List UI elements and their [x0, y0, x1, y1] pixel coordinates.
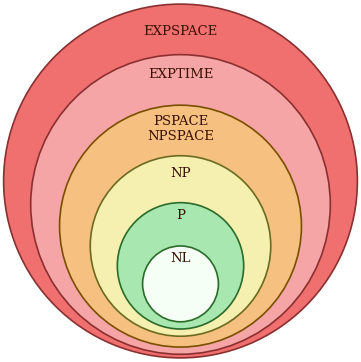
- Circle shape: [4, 4, 357, 358]
- Circle shape: [31, 55, 330, 354]
- Text: EXPTIME: EXPTIME: [148, 68, 213, 81]
- Text: PSPACE
NPSPACE: PSPACE NPSPACE: [147, 115, 214, 143]
- Circle shape: [60, 105, 301, 347]
- Circle shape: [90, 156, 271, 336]
- Text: NL: NL: [170, 252, 191, 265]
- Circle shape: [143, 246, 218, 322]
- Text: NP: NP: [170, 167, 191, 180]
- Text: EXPSPACE: EXPSPACE: [143, 25, 218, 38]
- Circle shape: [117, 203, 244, 329]
- Text: P: P: [176, 209, 185, 222]
